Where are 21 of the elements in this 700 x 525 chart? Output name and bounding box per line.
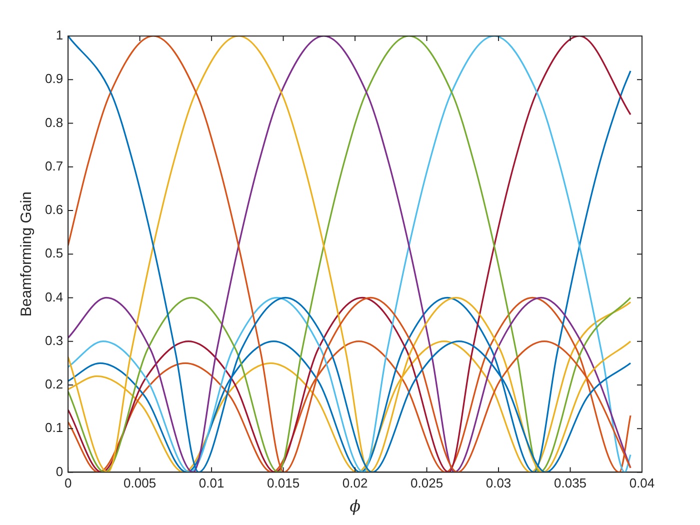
x-tick-label: 0.02	[342, 476, 368, 491]
x-tick-label: 0.01	[198, 476, 224, 491]
y-tick-label: 0.6	[44, 202, 64, 218]
y-axis-title: Beamforming Gain	[18, 192, 36, 317]
y-tick-label: 0	[56, 464, 64, 479]
y-tick-label: 0.9	[44, 71, 64, 86]
y-tick-label: 0.5	[44, 246, 64, 261]
x-tick-label: 0.035	[554, 476, 587, 491]
y-tick-label: 0.8	[44, 114, 64, 130]
x-tick-label: 0.025	[410, 476, 444, 491]
y-tick-label: 0.3	[44, 332, 64, 348]
y-tick-label: 0.4	[44, 289, 64, 304]
x-tick-label: 0.03	[486, 476, 512, 491]
y-tick-label: 0.7	[44, 158, 64, 174]
y-tick-label: 0.2	[44, 376, 64, 392]
x-tick-label: 0.04	[629, 476, 655, 491]
x-tick-label: 0.005	[124, 476, 156, 491]
y-tick-label: 1	[56, 28, 64, 43]
x-axis-title: ϕ	[350, 496, 361, 516]
x-tick-label: 0.015	[267, 476, 300, 491]
y-tick-label: 0.1	[44, 420, 64, 436]
